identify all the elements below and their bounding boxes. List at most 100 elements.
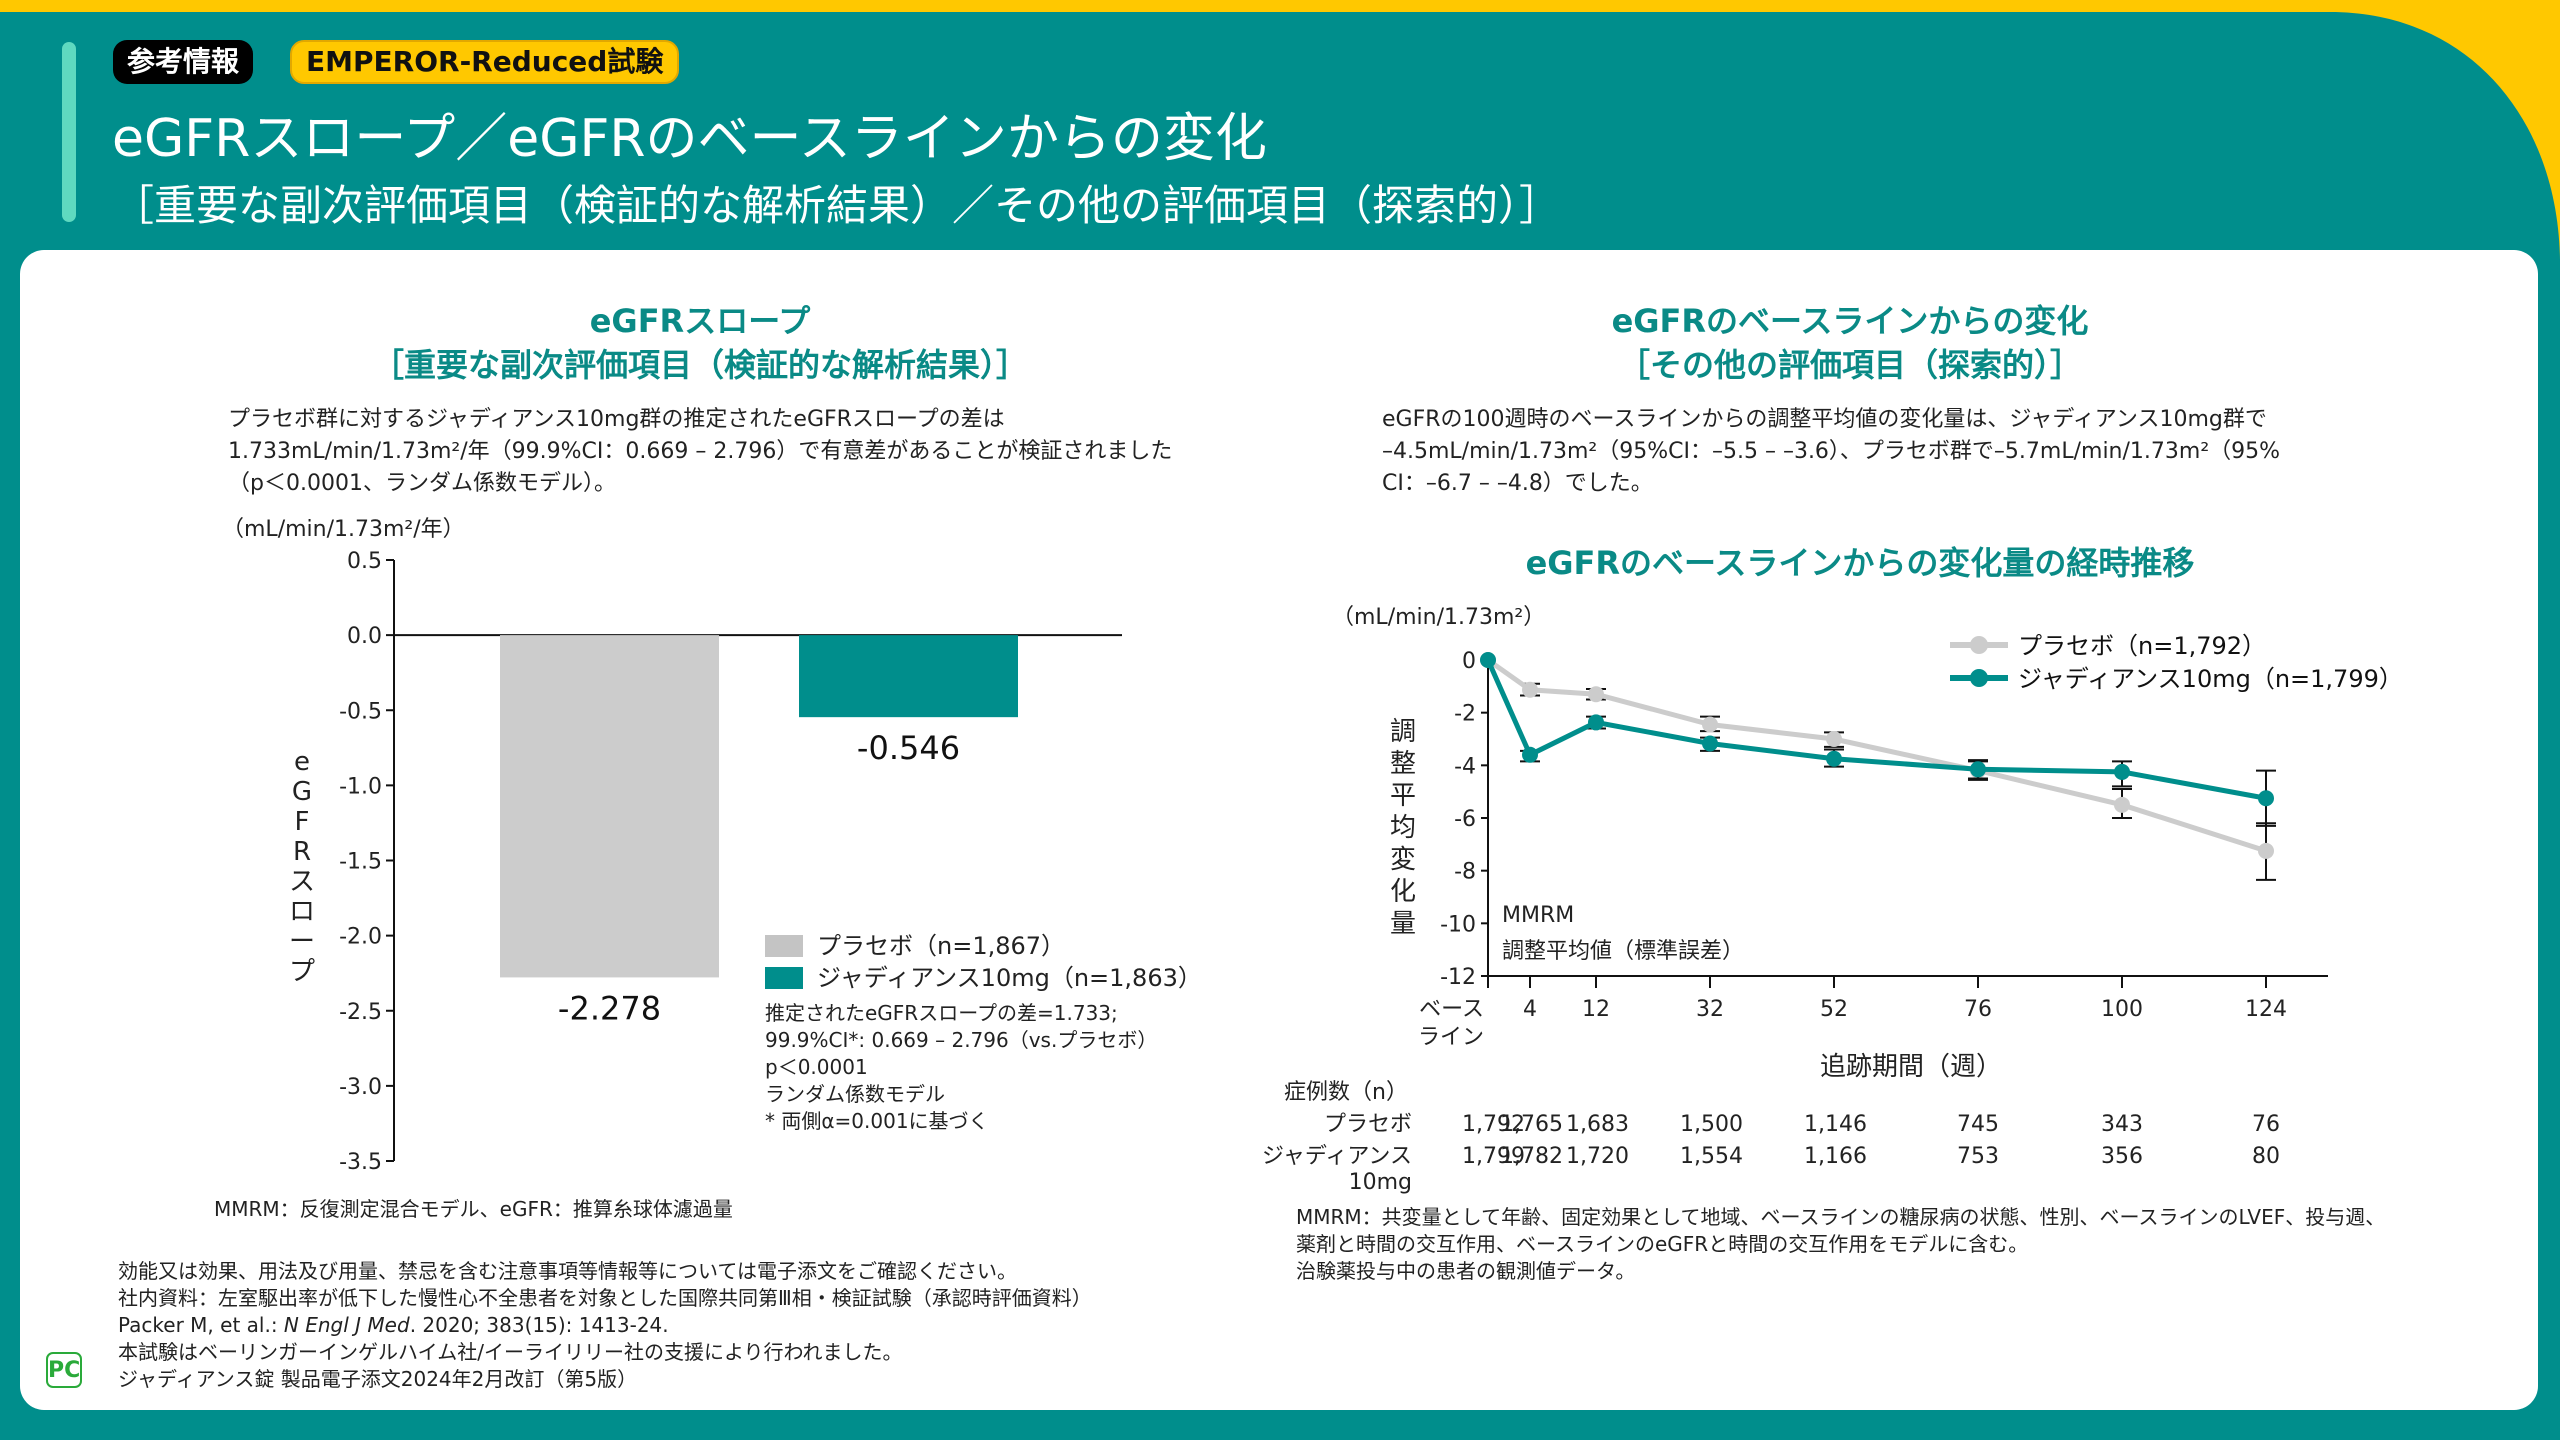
footnote-line: 薬剤と時間の交互作用、ベースラインのeGFRと時間の交互作用をモデルに含む。 [1296, 1232, 2029, 1256]
n-table-cell: 1,799 [1462, 1144, 1525, 1169]
legend-label: プラセボ（n=1,867） [817, 932, 1066, 960]
footer-reference: Packer M, et al.: N Engl J Med. 2020; 38… [118, 1312, 1092, 1339]
left-description-line: プラセボ群に対するジャディアンス10mg群の推定されたeGFRスロープの差は [228, 407, 1005, 432]
ref-details: . 2020; 383(15): 1413-24. [409, 1313, 669, 1337]
y-axis-label-char: ス [289, 867, 315, 897]
row-label-cont: 10mg [1348, 1170, 1412, 1195]
x-tick-label: 32 [1696, 997, 1724, 1022]
page-title: eGFRスロープ／eGFRのベースラインからの変化 [112, 109, 1267, 169]
n-table-cell: 745 [1957, 1112, 1999, 1137]
n-table-cell: 1,500 [1680, 1112, 1743, 1137]
y-tick-label: 0.0 [347, 624, 382, 649]
y-axis-label-char: 化 [1390, 877, 1416, 907]
top-stripe [0, 0, 2560, 12]
y-axis-label-char: ロ [289, 897, 315, 927]
series-line-placebo [1486, 657, 2267, 854]
left-unit-label: （mL/min/1.73m²/年） [222, 517, 465, 542]
y-tick-label: -2 [1454, 702, 1476, 727]
y-axis-label-char: プ [289, 957, 315, 987]
left-footnote: MMRM：反復測定混合モデル、eGFR：推算糸球体濾過量 [214, 1197, 733, 1221]
data-point-jardiance [1480, 652, 1496, 668]
corner-decoration [2330, 0, 2560, 260]
y-tick-label: 0.5 [347, 549, 382, 574]
reference-info-badge: 参考情報 [113, 40, 254, 84]
n-table-cell: 753 [1957, 1144, 1999, 1169]
row-label: ジャディアンス [1261, 1144, 1412, 1169]
right-description-line: –4.5mL/min/1.73m²（95%CI：–5.5 – –3.6）、プラセ… [1382, 439, 2281, 464]
y-axis-label-char: G [292, 777, 312, 807]
y-axis-label: eGFRスロープ [289, 747, 315, 987]
legend-swatch-placebo [765, 935, 803, 957]
n-table-cell: 80 [2252, 1144, 2280, 1169]
data-point-jardiance [2114, 763, 2130, 780]
bar-value-label: -2.278 [558, 989, 661, 1027]
y-tick-label: -1.5 [339, 850, 382, 875]
legend-swatch-jardiance [765, 967, 803, 989]
bar-legend: プラセボ（n=1,867） ジャディアンス10mg（n=1,863） [765, 930, 1202, 994]
footnote-line: 治験薬投与中の患者の観測値データ。 [1296, 1259, 1636, 1283]
legend-marker [1970, 669, 1988, 687]
egfr-change-line-chart: 0 -2 -4 -6 -8 -10 -12 ベースライン 4 12 32 52 76 100 124 調整平均… [1390, 632, 2403, 1050]
y-axis-label-char: ー [289, 927, 315, 957]
right-unit-label: （mL/min/1.73m²） [1332, 605, 1546, 630]
legend-label: プラセボ（n=1,792） [2018, 632, 2266, 660]
left-description: プラセボ群に対するジャディアンス10mg群の推定されたeGFRスロープの差は 1… [228, 404, 1172, 500]
stats-line: 推定されたeGFRスロープの差=1.733; [765, 1001, 1118, 1025]
n-table-cell: 1,683 [1566, 1112, 1629, 1137]
y-tick-label: -2.0 [339, 925, 382, 950]
footer-line: 効能又は効果、用法及び用量、禁忌を含む注意事項等情報等については電子添文をご確認… [118, 1259, 1017, 1283]
data-point-jardiance [1970, 761, 1986, 778]
y-tick-label: -3.0 [339, 1075, 382, 1100]
data-point-placebo [2114, 796, 2130, 813]
y-tick-label: -0.5 [339, 699, 382, 724]
y-axis-label-char: R [293, 837, 311, 867]
y-tick-label: -4 [1454, 754, 1476, 779]
mmrm-note: MMRM [1502, 903, 1575, 928]
x-tick-label: 124 [2245, 997, 2287, 1022]
y-axis-label-char: 調 [1390, 717, 1416, 747]
legend-label: ジャディアンス10mg（n=1,863） [817, 964, 1202, 992]
data-point-jardiance [1588, 714, 1604, 731]
bar-stats-note: 推定されたeGFRスロープの差=1.733; 99.9%CI*: 0.669 –… [765, 1000, 1157, 1135]
y-tick-label: -8 [1454, 860, 1476, 885]
footer-line: 社内資料：左室駆出率が低下した慢性心不全患者を対象とした国際共同第Ⅲ相・検証試験… [118, 1286, 1092, 1310]
y-axis-label-char: 量 [1390, 909, 1416, 939]
left-description-line: 1.733mL/min/1.73m²/年（99.9%CI：0.669 – 2.7… [228, 439, 1173, 464]
page-subtitle: ［重要な副次評価項目（検証的な解析結果）／その他の評価項目（探索的）］ [112, 181, 1562, 230]
y-tick-label: -12 [1440, 965, 1476, 990]
n-table-row-label: ジャディアンス 10mg [1262, 1144, 1412, 1196]
y-tick-label: -2.5 [339, 1000, 382, 1025]
x-tick-label: 52 [1820, 997, 1848, 1022]
footer-notes: 効能又は効果、用法及び用量、禁忌を含む注意事項等情報等については電子添文をご確認… [118, 1258, 1092, 1393]
n-table-cell: 1,765 [1500, 1112, 1563, 1137]
right-description: eGFRの100週時のベースラインからの調整平均値の変化量は、ジャディアンス10… [1382, 404, 2280, 500]
n-table-cell: 356 [2101, 1144, 2143, 1169]
n-table-cell: 1,782 [1500, 1144, 1563, 1169]
legend-item-placebo: プラセボ（n=1,867） [765, 930, 1202, 962]
y-axis-label-char: 整 [1390, 749, 1416, 779]
data-point-jardiance [1826, 750, 1842, 767]
right-heading: eGFRのベースラインからの変化 [1611, 302, 2089, 340]
right-footnotes: MMRM：共変量として年齢、固定効果として地域、ベースラインの糖尿病の状態、性別… [1296, 1204, 2385, 1285]
n-table-row-label: プラセボ [1324, 1112, 1412, 1138]
x-tick-label: 100 [2101, 997, 2143, 1022]
ref-authors: Packer M, et al.: [118, 1313, 284, 1337]
data-point-jardiance [2258, 790, 2274, 807]
x-tick-label: 4 [1523, 997, 1537, 1022]
left-heading: eGFRスロープ [589, 302, 811, 340]
ref-journal: N Engl J Med [283, 1313, 410, 1337]
y-axis-label-char: e [294, 747, 310, 777]
row-label: プラセボ [1323, 1112, 1412, 1137]
y-tick-label: -3.5 [339, 1150, 382, 1175]
right-subheading: ［その他の評価項目（探索的）］ [1617, 346, 2082, 384]
n-table-cell: 1,554 [1680, 1144, 1743, 1169]
bar-value-label: -0.546 [857, 729, 960, 767]
legend-marker [1970, 636, 1988, 654]
n-table-cell: 1,792 [1462, 1112, 1525, 1137]
data-point-placebo [1826, 731, 1842, 747]
stats-line: ランダム係数モデル [765, 1082, 945, 1106]
stats-line: p＜0.0001 [765, 1055, 868, 1079]
legend-item-jardiance: ジャディアンス10mg（n=1,863） [765, 962, 1202, 994]
mmrm-note-se: 調整平均値（標準誤差） [1502, 939, 1745, 964]
